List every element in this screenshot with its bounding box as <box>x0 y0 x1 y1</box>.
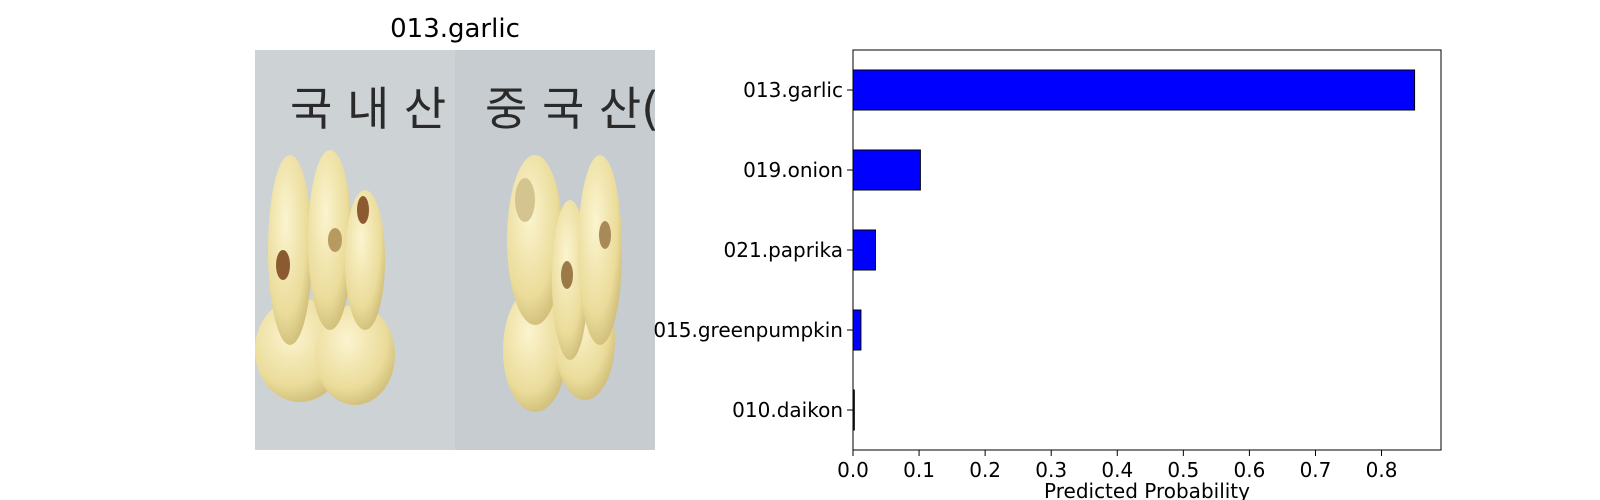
y-tick-label: 015.greenpumpkin <box>653 318 843 342</box>
photo-text-right: 중 국 산(저장 <box>485 82 655 136</box>
x-tick-label: 0.6 <box>1233 458 1265 482</box>
bar-019.onion <box>852 149 921 191</box>
photo-text-left: 국 내 산 <box>290 82 446 136</box>
garlic-photo: 국 내 산 중 국 산(저장 <box>255 50 655 450</box>
y-tick-label: 010.daikon <box>732 398 843 422</box>
photo-title: 013.garlic <box>390 14 520 44</box>
x-tick-label: 0.4 <box>1101 458 1133 482</box>
y-tick-label: 013.garlic <box>743 78 843 102</box>
bar-013.garlic <box>852 69 1416 111</box>
garlic-cloves-right <box>503 155 622 412</box>
x-tick-label: 0.5 <box>1167 458 1199 482</box>
y-tick-label: 021.paprika <box>724 238 843 262</box>
x-tick-label: 0.0 <box>837 458 869 482</box>
x-tick-label: 0.8 <box>1366 458 1398 482</box>
x-tick-label: 0.3 <box>1035 458 1067 482</box>
bar-015.greenpumpkin <box>852 309 862 351</box>
y-tick-label: 019.onion <box>743 158 843 182</box>
x-tick-label: 0.7 <box>1300 458 1332 482</box>
x-tick-label: 0.1 <box>903 458 935 482</box>
x-axis-label: Predicted Probability <box>1044 479 1250 500</box>
x-tick-label: 0.2 <box>969 458 1001 482</box>
bar-010.daikon <box>852 389 855 431</box>
garlic-cloves-left <box>255 150 395 405</box>
bar-021.paprika <box>852 229 876 271</box>
